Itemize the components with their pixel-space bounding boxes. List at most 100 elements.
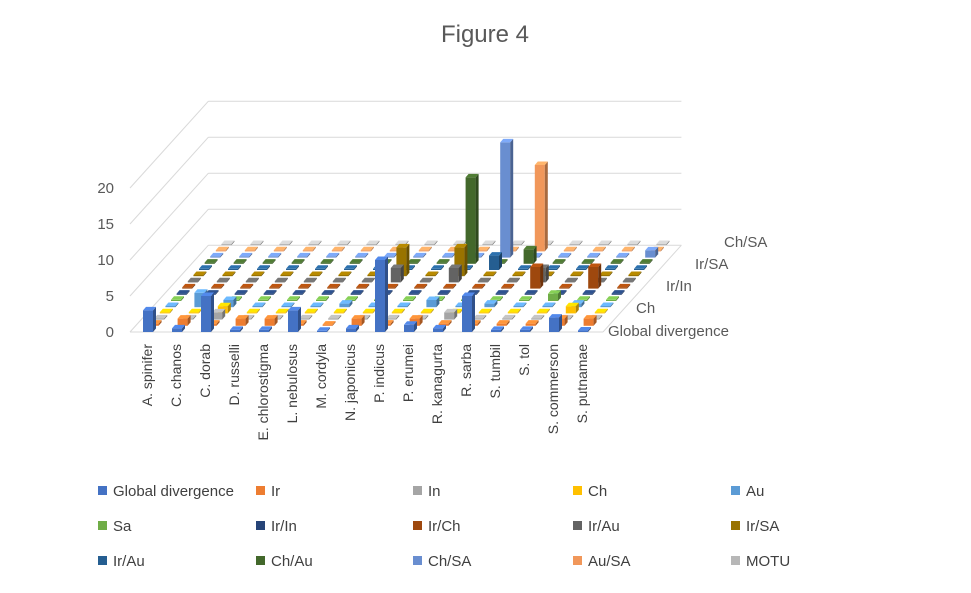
bar <box>331 246 345 252</box>
bar <box>291 259 305 264</box>
bar-side <box>435 271 439 277</box>
bar-side <box>330 259 334 264</box>
bar-side <box>298 306 301 332</box>
bar-top <box>240 283 254 288</box>
bar-front <box>645 250 656 258</box>
bar <box>408 290 422 295</box>
bar-front <box>563 250 574 252</box>
bar-side <box>626 252 630 258</box>
bar-side <box>342 277 346 283</box>
bar-top <box>578 327 591 331</box>
bar-front <box>360 250 371 252</box>
bar-top <box>547 265 560 269</box>
bar-top <box>477 277 491 282</box>
bar-top <box>321 290 335 294</box>
bar <box>426 296 440 308</box>
bar-top <box>279 240 293 244</box>
legend-item: Ir <box>256 483 280 500</box>
bar-front <box>583 318 594 326</box>
bar-front <box>444 312 455 320</box>
bar <box>279 240 293 246</box>
bar-front <box>366 244 377 246</box>
bar-side <box>539 252 543 258</box>
bar <box>530 263 544 289</box>
bar <box>172 324 185 332</box>
bar-top <box>507 308 521 313</box>
legend-item: Ch <box>573 483 607 500</box>
bar-top <box>581 259 595 263</box>
bar-top <box>598 240 612 244</box>
bar-front <box>245 281 256 283</box>
bar-front <box>605 268 615 270</box>
bar-side <box>655 246 659 258</box>
bar-side <box>562 259 566 264</box>
bar-side <box>627 283 631 289</box>
bar <box>507 308 521 314</box>
bar-top <box>523 245 537 250</box>
bar-front <box>367 275 378 277</box>
bar-top <box>245 277 259 282</box>
bar <box>215 246 229 252</box>
bar-side <box>523 302 527 308</box>
bar <box>211 283 225 289</box>
bar-top <box>211 283 225 288</box>
bar <box>414 283 428 289</box>
y-tick-label: 20 <box>97 180 114 197</box>
bar-side <box>359 259 363 264</box>
bar-front <box>288 310 298 332</box>
bar-top <box>262 259 276 263</box>
bar-side <box>616 296 619 301</box>
bar-top <box>212 308 226 313</box>
legend-item: Global divergence <box>98 483 234 500</box>
bar-front <box>592 250 603 252</box>
bar-top <box>611 290 625 294</box>
bar <box>610 259 624 264</box>
bar-front <box>309 275 320 277</box>
bar <box>419 277 433 283</box>
bar-front <box>524 293 535 295</box>
bar <box>552 259 566 264</box>
bar-top <box>302 246 316 251</box>
legend-label: Ir/Au <box>588 518 620 535</box>
bar-side <box>511 283 515 289</box>
bar-front <box>182 287 193 289</box>
bar-side <box>400 264 404 283</box>
x-tick-label: L. nebulosus <box>284 344 300 423</box>
bar-side <box>414 321 417 332</box>
bar-side <box>544 161 548 252</box>
bar-top <box>344 265 357 269</box>
bar-side <box>419 315 423 326</box>
bar-front <box>482 244 493 246</box>
bar <box>288 306 301 332</box>
bar <box>281 302 295 308</box>
bar <box>436 259 450 264</box>
bar-side <box>356 324 359 332</box>
bar-top <box>297 252 311 257</box>
bar <box>477 277 491 283</box>
bar-side <box>568 252 572 258</box>
legend-swatch <box>256 556 265 565</box>
bar-front <box>172 328 182 332</box>
bar-front <box>263 293 274 295</box>
bar <box>491 326 504 332</box>
bar-side <box>506 320 510 326</box>
bar-side <box>273 290 277 295</box>
bar-front <box>500 142 511 258</box>
bar <box>582 290 596 295</box>
bar-top <box>360 246 374 251</box>
x-tick-label: D. russelli <box>226 344 242 405</box>
legend-item: Ir/SA <box>731 518 779 535</box>
legend-swatch <box>573 486 582 495</box>
bar-side <box>530 326 533 332</box>
bar-top <box>530 263 544 267</box>
bar-side <box>557 265 560 270</box>
bar <box>316 296 329 301</box>
bar <box>645 246 659 258</box>
bar-side <box>476 290 480 295</box>
x-tick-label: P. indicus <box>371 344 387 403</box>
bar-side <box>666 240 670 246</box>
bar <box>390 264 404 283</box>
bar-front <box>222 275 233 277</box>
bar-side <box>336 252 340 258</box>
bar-front <box>299 318 310 320</box>
